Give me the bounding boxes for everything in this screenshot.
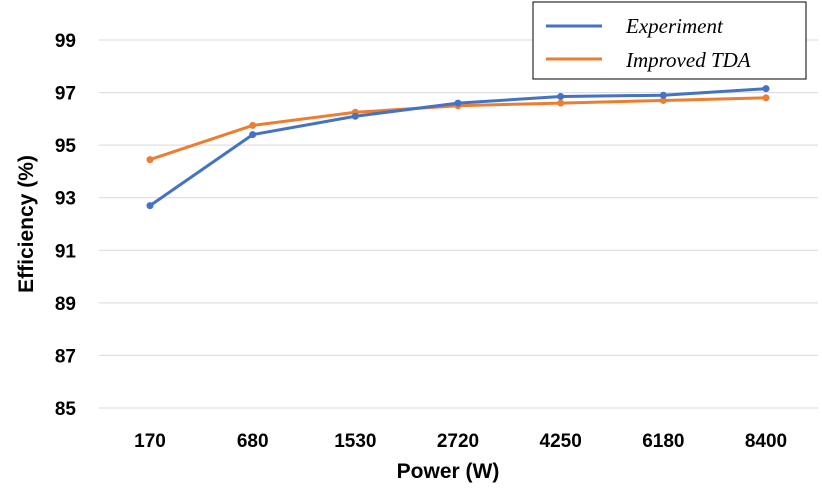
x-tick-label: 8400 <box>745 431 787 452</box>
legend: Experiment Improved TDA <box>532 1 807 80</box>
x-tick-label: 4250 <box>540 431 582 452</box>
data-point-improved-tda <box>249 121 257 129</box>
series <box>146 85 770 210</box>
data-point-improved-tda <box>762 94 770 102</box>
legend-label-experiment: Experiment <box>625 14 724 38</box>
data-point-experiment <box>454 99 462 107</box>
data-point-improved-tda <box>146 156 154 164</box>
x-tick-label: 170 <box>134 431 166 452</box>
x-tick-labels: 170 680 1530 2720 4250 6180 8400 <box>134 431 787 452</box>
y-tick-label: 95 <box>55 136 77 157</box>
data-point-experiment <box>249 131 257 139</box>
grid <box>99 39 818 409</box>
y-tick-label: 85 <box>55 399 77 420</box>
data-point-experiment <box>659 91 667 99</box>
x-tick-label: 6180 <box>642 431 684 452</box>
y-tick-label: 89 <box>55 294 76 315</box>
x-tick-label: 2720 <box>437 431 479 452</box>
data-point-improved-tda <box>659 96 667 104</box>
data-point-experiment <box>762 85 770 93</box>
data-point-experiment <box>351 112 359 120</box>
y-tick-label: 93 <box>55 189 76 210</box>
x-axis-title: Power (W) <box>397 460 500 483</box>
y-tick-label: 87 <box>55 346 76 367</box>
legend-label-improved-tda: Improved TDA <box>625 48 751 72</box>
y-tick-label: 97 <box>55 84 76 105</box>
data-point-experiment <box>557 93 565 101</box>
legend-box <box>532 1 807 80</box>
x-tick-label: 680 <box>237 431 269 452</box>
data-point-experiment <box>146 202 154 210</box>
y-tick-label: 91 <box>55 241 77 262</box>
data-point-improved-tda <box>557 99 565 107</box>
y-tick-labels: 85 87 89 91 93 95 97 99 <box>55 31 77 420</box>
x-tick-label: 1530 <box>334 431 376 452</box>
y-axis-title: Efficiency (%) <box>15 155 38 293</box>
y-tick-label: 99 <box>55 31 76 52</box>
